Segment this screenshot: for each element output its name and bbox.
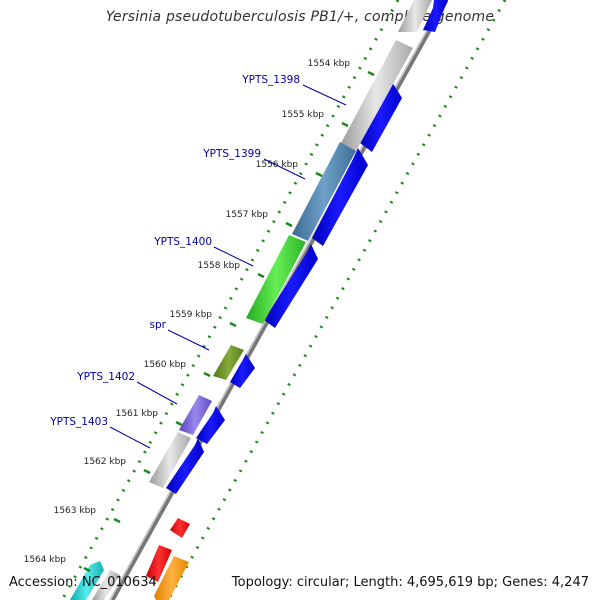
kbp-tick-label: 1564 kbp xyxy=(24,555,67,565)
kbp-tick-mark xyxy=(143,468,151,475)
kbp-tick-label: 1555 kbp xyxy=(282,110,325,120)
kbp-tick-mark xyxy=(229,321,237,328)
gene-label[interactable]: spr xyxy=(150,319,167,331)
outer-tick-ring xyxy=(166,0,507,600)
gene-label[interactable]: YPTS_1399 xyxy=(202,148,261,160)
genome-summary: Topology: circular; Length: 4,695,619 bp… xyxy=(231,575,589,590)
kbp-tick-label: 1563 kbp xyxy=(54,506,97,516)
gene-label-leader xyxy=(109,426,151,449)
gene-arrow-orange[interactable] xyxy=(154,556,189,600)
gene-blocks xyxy=(70,0,432,600)
gene-block-cyan[interactable] xyxy=(70,561,104,600)
gene-arrow[interactable] xyxy=(264,244,318,328)
kbp-tick-label: 1559 kbp xyxy=(170,310,213,320)
map-title: Yersinia pseudotuberculosis PB1/+, compl… xyxy=(105,9,495,25)
gene-label[interactable]: YPTS_1398 xyxy=(241,74,300,86)
misc-genes xyxy=(146,518,190,600)
gene-block-purple[interactable] xyxy=(179,395,212,435)
kbp-tick-label: 1557 kbp xyxy=(226,210,269,220)
gene-arrow[interactable] xyxy=(196,406,225,444)
kbp-tick-mark xyxy=(203,371,211,378)
kbp-tick-mark xyxy=(83,566,91,573)
kbp-tick-label: 1554 kbp xyxy=(308,59,351,69)
gene-label[interactable]: YPTS_1402 xyxy=(76,371,135,383)
gene-block-gray-bottom[interactable] xyxy=(92,570,120,600)
forward-strand-genes xyxy=(166,0,448,494)
kbp-tick-label: 1561 kbp xyxy=(116,409,159,419)
gene-block-gray-top[interactable] xyxy=(398,0,432,32)
gene-arrow[interactable] xyxy=(312,148,368,246)
kbp-tick-mark xyxy=(113,517,121,524)
gene-arrow[interactable] xyxy=(166,438,204,494)
kbp-tick-label: 1558 kbp xyxy=(198,261,241,271)
gene-label-leader xyxy=(167,329,210,351)
gene-label-leader xyxy=(263,158,306,180)
gene-block-olive[interactable] xyxy=(213,345,244,380)
gene-arrow[interactable] xyxy=(230,354,255,388)
gene-arrow[interactable] xyxy=(360,82,402,152)
kbp-tick-label: 1560 kbp xyxy=(144,360,187,370)
gene-label[interactable]: YPTS_1403 xyxy=(49,416,108,428)
gene-label-leader xyxy=(302,84,347,106)
gene-arrow-red[interactable] xyxy=(146,545,172,582)
kbp-tick-mark xyxy=(367,70,375,77)
inner-tick-ring xyxy=(60,0,400,600)
gene-arrow[interactable] xyxy=(423,0,448,32)
kbp-tick-mark xyxy=(285,221,293,228)
kbp-tick-mark xyxy=(175,420,183,427)
gene-arrow-red-small[interactable] xyxy=(170,518,190,538)
gene-label-leader xyxy=(136,381,178,405)
gene-label[interactable]: YPTS_1400 xyxy=(153,236,212,248)
gene-block-gray-lower[interactable] xyxy=(149,432,191,488)
gene-label-leader xyxy=(213,246,254,267)
accession-text: Accession: NC_010634 xyxy=(9,575,157,590)
kbp-tick-mark xyxy=(257,272,265,279)
kbp-tick-mark xyxy=(315,171,323,178)
kbp-tick-mark xyxy=(341,121,349,128)
gene-block-steel[interactable] xyxy=(292,142,356,241)
gene-block-green[interactable] xyxy=(246,235,306,324)
kbp-tick-label: 1562 kbp xyxy=(84,457,127,467)
gene-block-gray[interactable] xyxy=(340,40,413,151)
